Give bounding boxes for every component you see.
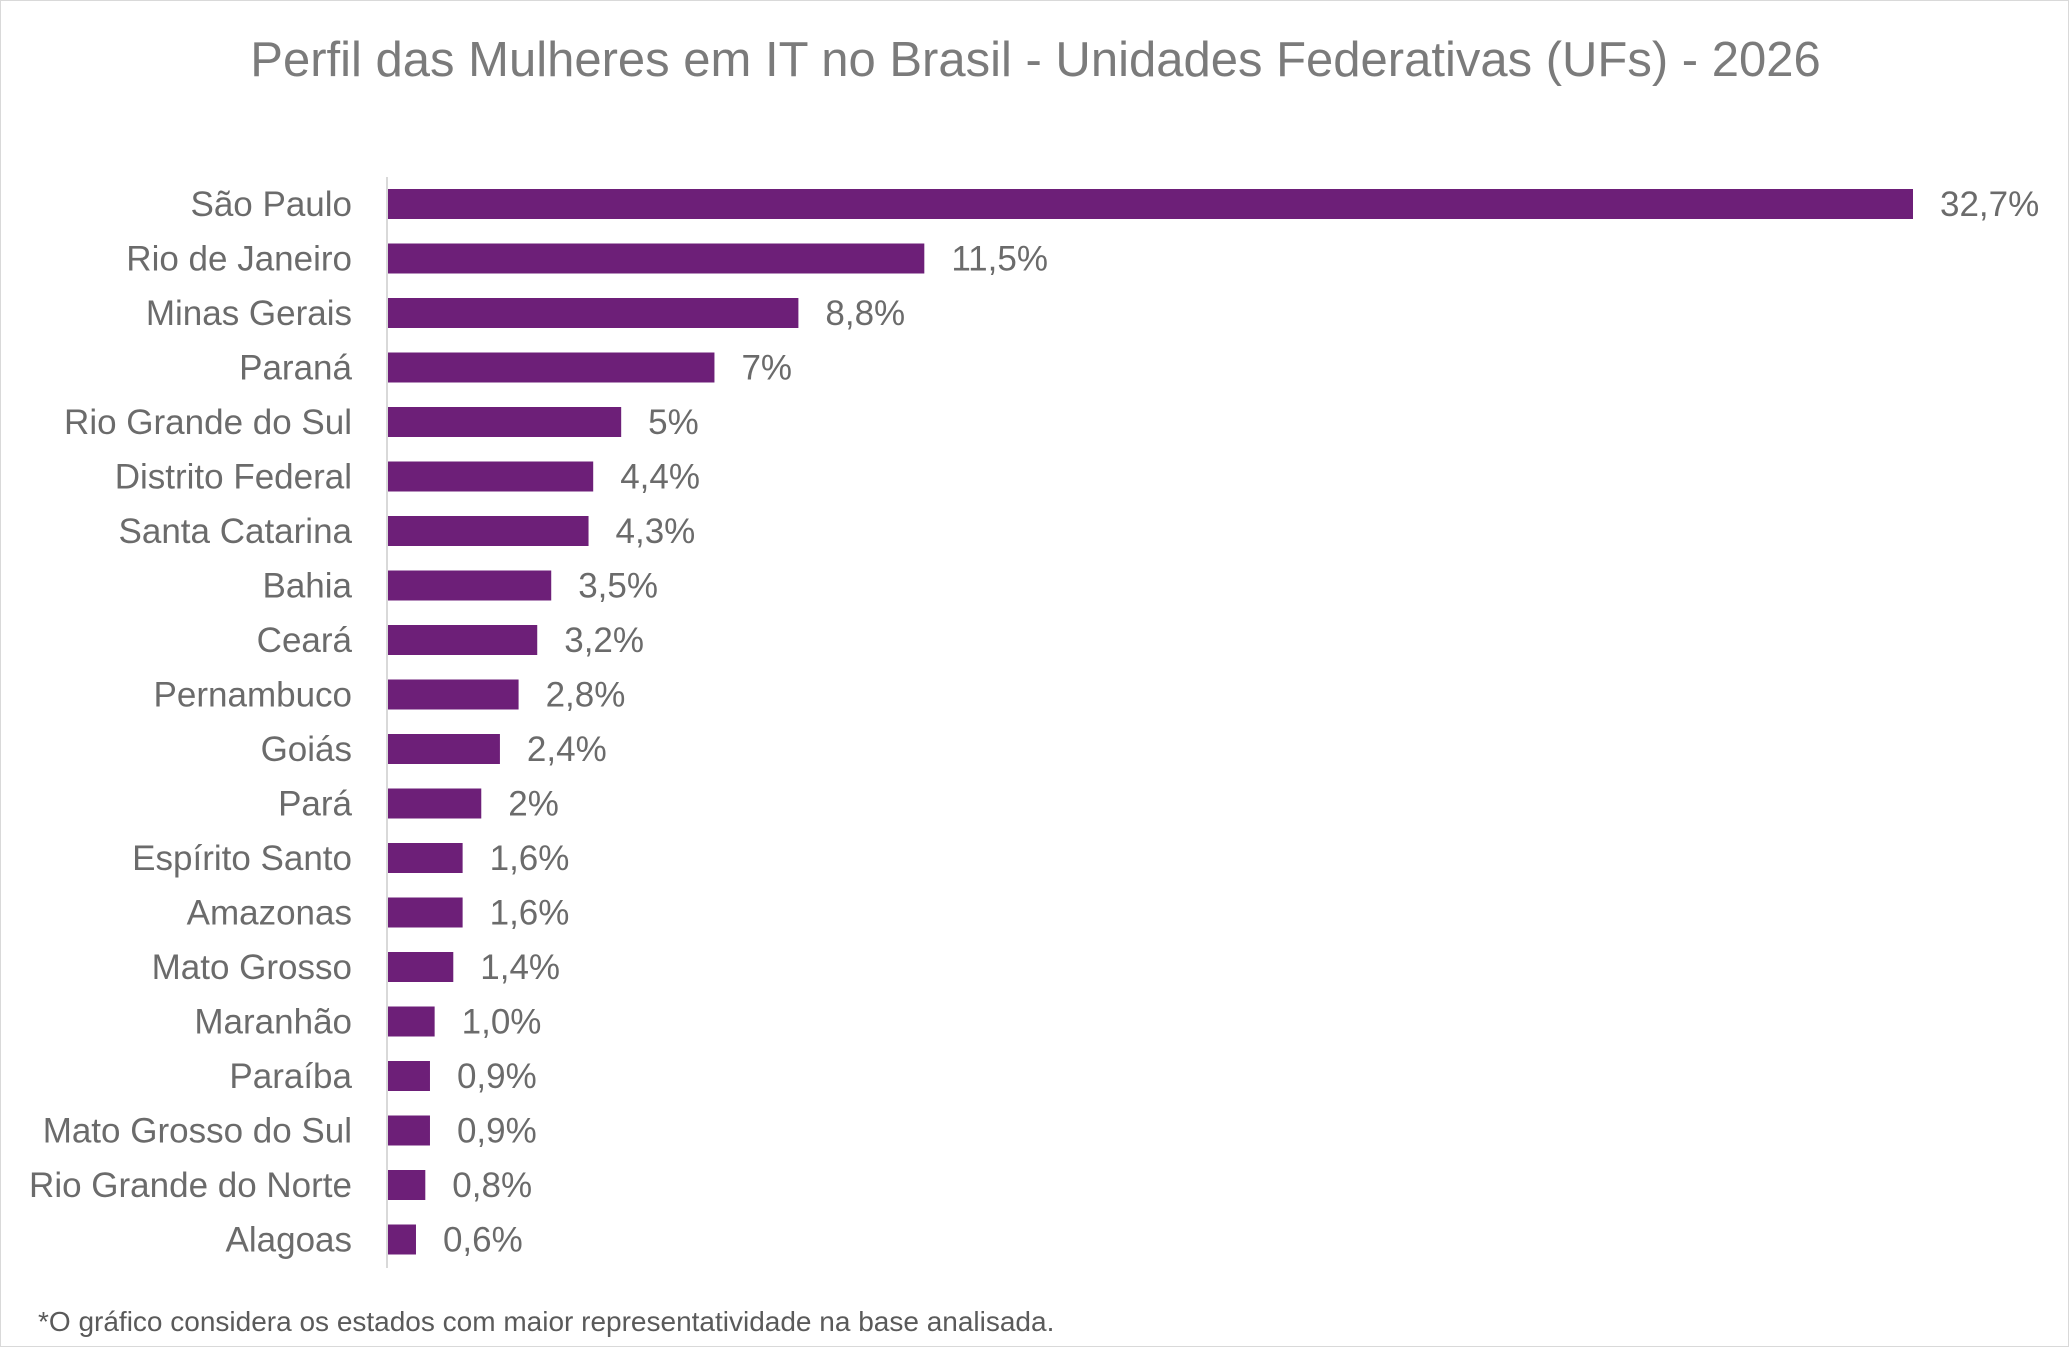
bar — [388, 352, 715, 383]
value-label: 7% — [741, 349, 792, 388]
category-label: Ceará — [257, 621, 353, 660]
bars-layer: São Paulo 32,7% Rio de Janeiro 11,5% Minas G… — [29, 185, 2039, 1260]
category-label: Mato Grosso do Sul — [43, 1112, 352, 1151]
value-label: 8,8% — [825, 294, 905, 333]
category-label: Alagoas — [226, 1221, 352, 1260]
footnote: *O gráfico considera os estados com maio… — [38, 1306, 1055, 1337]
category-label: Santa Catarina — [119, 512, 353, 551]
value-label: 32,7% — [1940, 185, 2039, 224]
value-label: 2% — [508, 785, 559, 824]
bar — [388, 570, 552, 601]
value-label: 0,9% — [457, 1057, 537, 1096]
value-label: 0,9% — [457, 1112, 537, 1151]
bar — [388, 1224, 416, 1255]
category-label: Pará — [278, 785, 352, 824]
category-label: Minas Gerais — [146, 294, 352, 333]
bar — [388, 843, 463, 873]
category-label: Amazonas — [187, 894, 352, 933]
category-label: Maranhão — [194, 1003, 352, 1042]
category-label: Distrito Federal — [115, 458, 352, 497]
bar — [388, 788, 482, 819]
value-label: 3,2% — [564, 621, 644, 660]
category-label: Goiás — [261, 730, 352, 769]
category-label: Paraíba — [229, 1057, 352, 1096]
value-label: 11,5% — [951, 240, 1048, 279]
bar — [388, 897, 463, 928]
category-label: Bahia — [262, 567, 352, 606]
bar — [388, 298, 799, 328]
bar — [388, 952, 454, 982]
category-label: Rio de Janeiro — [126, 240, 352, 279]
value-label: 2,8% — [546, 676, 626, 715]
bar — [388, 1115, 430, 1146]
value-label: 3,5% — [578, 567, 658, 606]
category-label: Rio Grande do Sul — [64, 403, 352, 442]
value-label: 1,6% — [490, 894, 570, 933]
value-label: 4,4% — [620, 458, 700, 497]
category-label: Paraná — [239, 349, 352, 388]
value-label: 2,4% — [527, 730, 607, 769]
bar — [388, 243, 925, 274]
category-label: Mato Grosso — [152, 948, 352, 987]
value-label: 0,6% — [443, 1221, 523, 1260]
value-label: 4,3% — [616, 512, 696, 551]
bar — [388, 679, 519, 710]
value-label: 1,6% — [490, 839, 570, 878]
bar — [388, 407, 622, 437]
bar — [388, 1061, 430, 1091]
bar — [388, 1170, 426, 1200]
category-label: Rio Grande do Norte — [29, 1166, 352, 1205]
bar — [388, 625, 538, 655]
category-label: São Paulo — [190, 185, 352, 224]
value-label: 1,0% — [462, 1003, 542, 1042]
value-label: 1,4% — [480, 948, 560, 987]
value-label: 0,8% — [452, 1166, 532, 1205]
value-label: 5% — [648, 403, 699, 442]
bar — [388, 516, 589, 546]
chart-title: Perfil das Mulheres em IT no Brasil - Un… — [250, 33, 1821, 87]
category-label: Pernambuco — [154, 676, 352, 715]
bar — [388, 189, 1913, 219]
bar — [388, 461, 594, 492]
bar — [388, 1006, 435, 1037]
bar — [388, 734, 500, 764]
category-label: Espírito Santo — [132, 839, 352, 878]
